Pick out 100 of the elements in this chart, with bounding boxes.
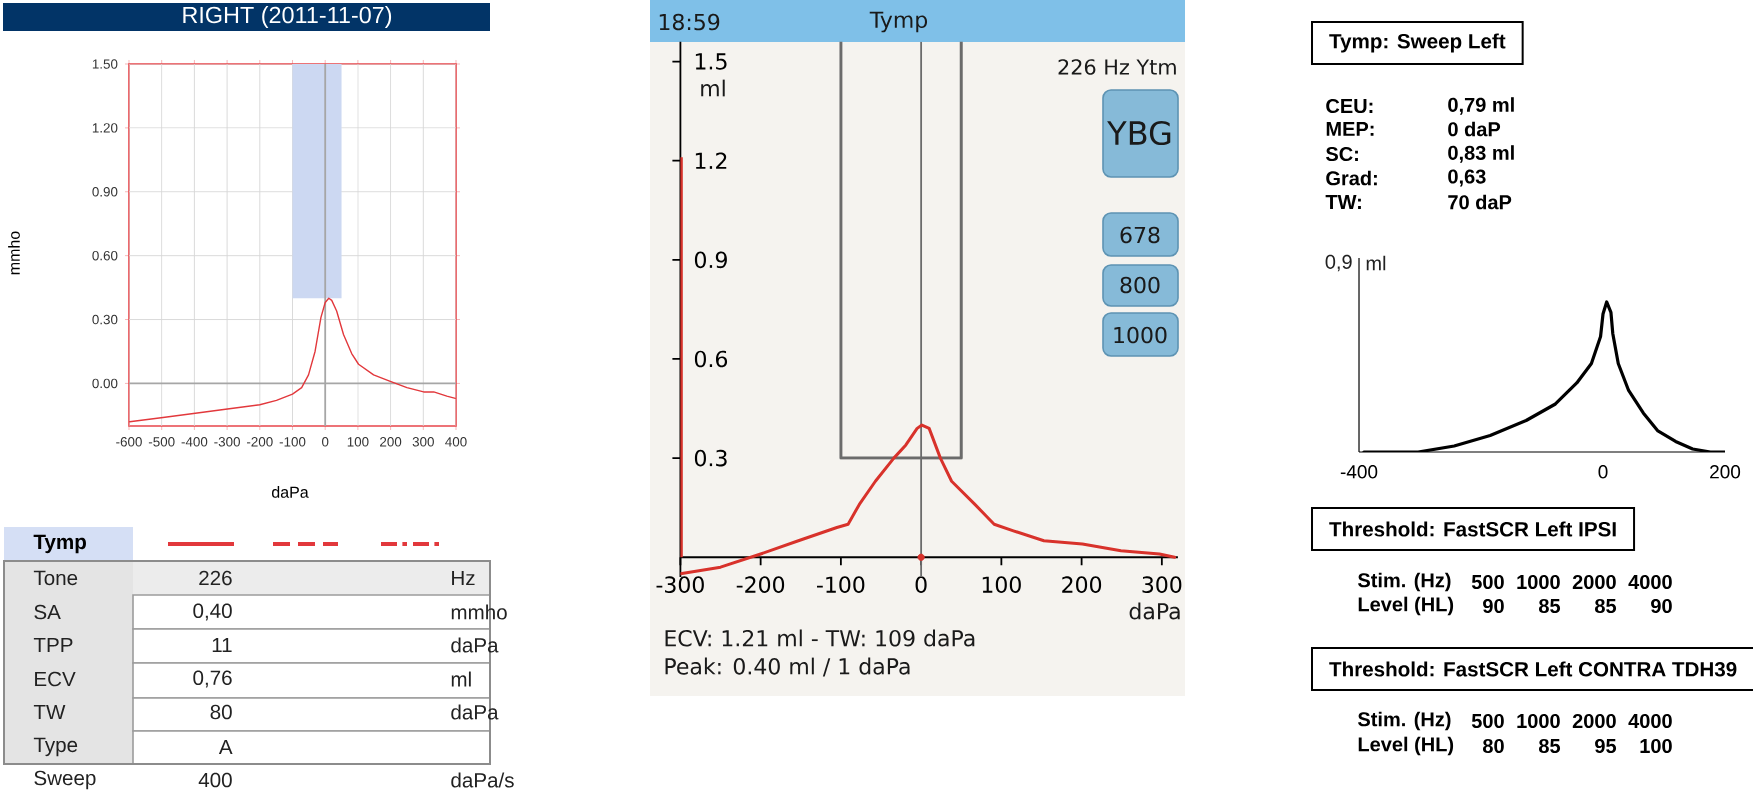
text: daPa/s [451, 772, 514, 788]
chart-title: RIGHT (2011-11-07) [183, 6, 392, 28]
text: A [218, 739, 233, 755]
annotation: 800 [1120, 276, 1160, 294]
text: SA [34, 604, 61, 620]
y-tick-label: 0.6 [694, 350, 728, 368]
chart-title: Tymp: Sweep Left [1329, 33, 1506, 53]
text: 2000 [1572, 574, 1616, 590]
annotation: 226 Hz Ytm [1058, 59, 1176, 75]
line-series [680, 423, 1177, 576]
annotation: 678 [1120, 226, 1160, 244]
text: 0,76 [193, 670, 232, 688]
text: 0,9 [1325, 254, 1352, 272]
x-tick-label: 400 [445, 437, 467, 447]
text: MEP: [1326, 122, 1374, 136]
x-tick-label: 300 [1142, 576, 1182, 593]
x-tick-label: 200 [1062, 576, 1102, 593]
text: 4000 [1628, 574, 1672, 590]
text: Sweep [34, 770, 96, 790]
y-tick-label: 1.2 [695, 152, 727, 169]
x-tick-label: 0 [1598, 465, 1608, 479]
text: 70 daP [1448, 194, 1512, 210]
text: 85 [1594, 598, 1617, 614]
chart-title: Tymp [869, 11, 928, 33]
x-axis-title: daPa [271, 486, 309, 498]
y-tick-label: 1.5 [695, 53, 727, 70]
x-tick-label: -300 [214, 437, 240, 447]
x-tick-label: -600 [116, 437, 142, 447]
x-tick-label: 200 [380, 437, 402, 447]
text: 0,63 [1448, 169, 1486, 187]
y-tick-label: 0.3 [694, 449, 727, 467]
y-tick-label: 1.50 [92, 59, 118, 69]
text: 90 [1651, 598, 1672, 614]
text: TW [33, 704, 66, 720]
y-tick-label: 0.60 [92, 250, 118, 261]
text: 100 [1640, 738, 1672, 754]
text: ml [451, 671, 471, 687]
text: Peak: 0.40 ml / 1 daPa [665, 657, 910, 677]
y-tick-label: 1.20 [92, 123, 118, 133]
x-tick-label: 200 [1710, 465, 1741, 479]
text: Level (HL) [1358, 736, 1454, 756]
y-tick-label: 0.9 [694, 251, 727, 269]
text: 0,79 ml [1448, 97, 1514, 115]
text: 1000 [1517, 574, 1560, 590]
y-tick-label: 0.30 [92, 314, 118, 325]
annotation: 1000 [1114, 326, 1167, 344]
x-tick-label: -100 [816, 576, 865, 593]
x-tick-label: -300 [656, 576, 704, 593]
text: CEU: [1326, 98, 1373, 114]
text: TPP [33, 637, 73, 653]
text: mmho [451, 604, 507, 620]
text: 85 [1538, 738, 1561, 754]
x-tick-label: -400 [1340, 465, 1378, 479]
text: 18:59 [659, 13, 720, 31]
text: SC: [1325, 146, 1358, 162]
text: ECV [35, 671, 76, 687]
text: 0 daP [1448, 121, 1501, 137]
text: ECV: 1.21 ml - TW: 109 daPa [665, 629, 975, 647]
text: 1000 [1517, 713, 1560, 729]
text: Stim. (Hz) [1357, 572, 1451, 592]
text: 4000 [1628, 713, 1672, 729]
text: 95 [1595, 738, 1617, 754]
text: Level (HL) [1358, 596, 1454, 616]
x-tick-label: 0 [322, 437, 329, 447]
text: 0,40 [193, 603, 232, 621]
text: 226 [199, 570, 232, 586]
x-axis-title: daPa [1129, 602, 1180, 620]
text: Hz [452, 570, 475, 586]
y-tick-label: 0.00 [92, 378, 118, 389]
x-tick-label: 300 [412, 437, 434, 447]
x-tick-label: 0 [915, 576, 927, 593]
x-tick-label: -400 [181, 437, 208, 447]
text: Stim. (Hz) [1357, 711, 1451, 731]
y-axis-title: ml [701, 79, 725, 97]
text: 90 [1483, 598, 1504, 614]
x-tick-label: 100 [347, 437, 369, 447]
y-tick-label: 0.90 [92, 187, 118, 197]
x-tick-label: -100 [279, 437, 306, 447]
text: 80 [210, 704, 232, 720]
text: 80 [1482, 738, 1504, 754]
x-tick-label: -200 [736, 576, 785, 593]
annotation: YBG [1107, 120, 1171, 146]
text: Type [33, 737, 78, 757]
y-axis-title: mmho [8, 231, 20, 275]
text: 85 [1538, 598, 1561, 614]
text: 0,83 ml [1448, 145, 1514, 163]
text: Threshold: FastSCR Left CONTRA TDH39 [1329, 661, 1737, 677]
text: Tymp [33, 534, 86, 554]
text: 11 [212, 637, 232, 653]
y-axis-title: ml [1366, 255, 1386, 271]
x-tick-label: -500 [148, 437, 175, 447]
text: TW: [1325, 195, 1361, 209]
text: Tone [33, 570, 78, 586]
x-tick-label: -200 [246, 437, 273, 447]
text: 500 [1471, 713, 1504, 729]
text: 400 [198, 772, 232, 788]
line-series [129, 297, 456, 423]
text: 2000 [1572, 713, 1616, 729]
text: daPa [451, 637, 499, 653]
text: 500 [1471, 574, 1504, 590]
